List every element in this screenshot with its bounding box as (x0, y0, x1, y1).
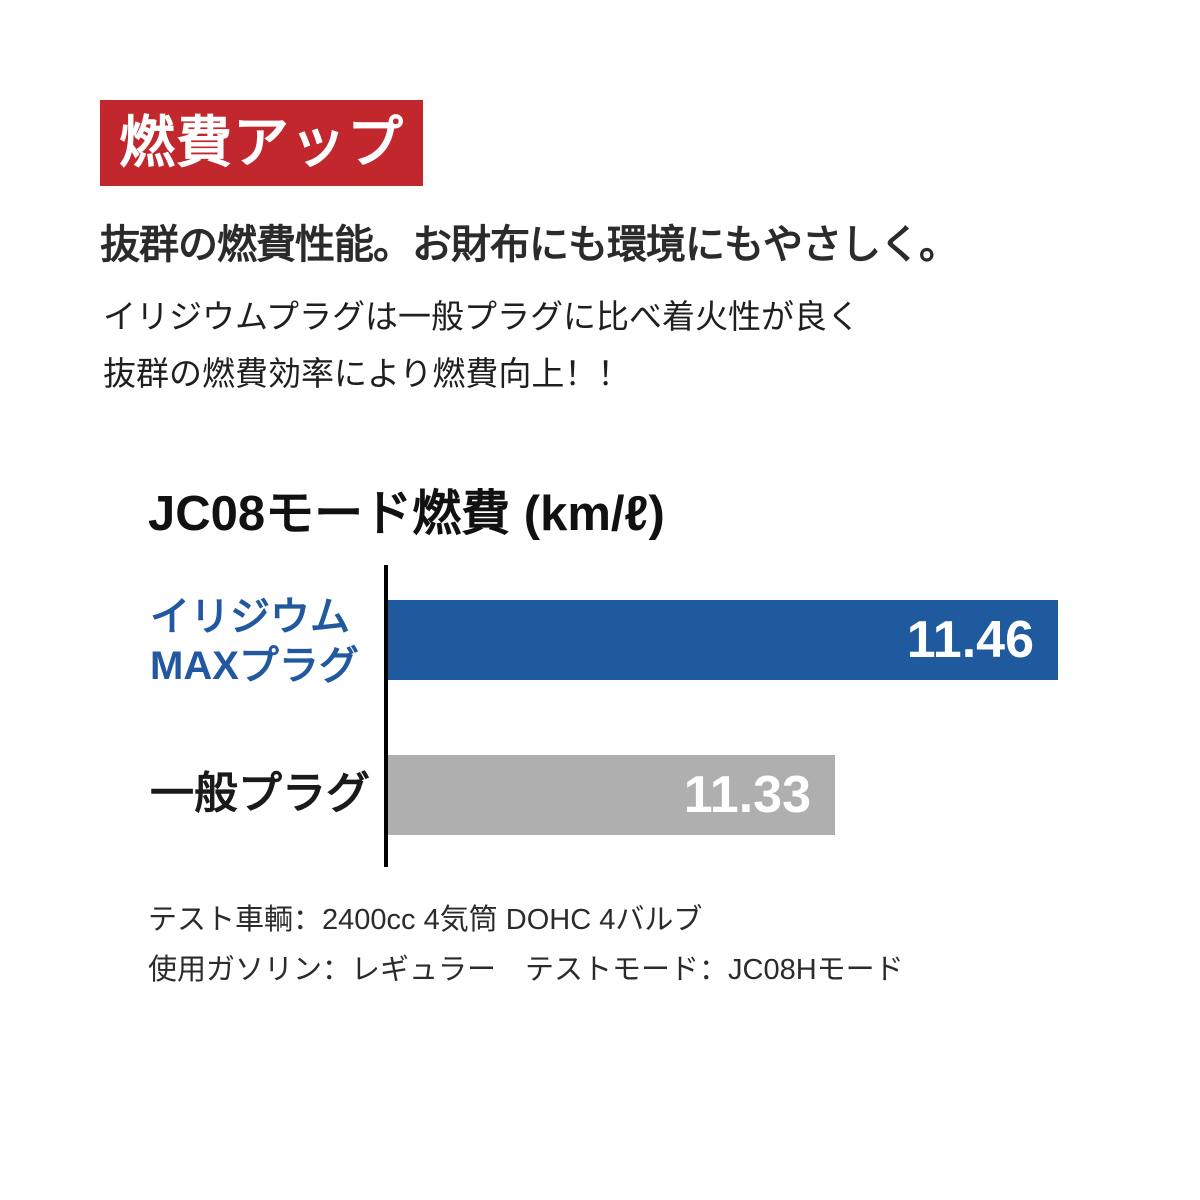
body-text-line-2: 抜群の燃費効率により燃費向上！！ (103, 355, 631, 392)
bar-label-iridium-max: イリジウム MAXプラグ (150, 593, 359, 691)
headline: 抜群の燃費性能。お財布にも環境にもやさしく。 (100, 223, 959, 267)
chart-title: JC08モード燃費 (km/ℓ) (148, 487, 665, 541)
bar-normal-plug: 11.33 (388, 755, 835, 835)
fuel-up-badge: 燃費アップ (100, 100, 423, 186)
badge-label: 燃費アップ (119, 111, 404, 174)
bar-label-normal-plug-line1: 一般プラグ (150, 769, 370, 818)
y-axis-line (384, 565, 388, 867)
bar-value-iridium-max: 11.46 (906, 611, 1034, 669)
footnote-test-vehicle: テスト車輌：2400cc 4気筒 DOHC 4バルブ (148, 904, 703, 936)
bar-label-iridium-max-line1: イリジウム (150, 595, 350, 639)
bar-label-normal-plug: 一般プラグ (150, 769, 370, 818)
bar-label-iridium-max-line2: MAXプラグ (150, 644, 359, 688)
bar-value-normal-plug: 11.33 (683, 766, 811, 824)
bar-iridium-max: 11.46 (388, 600, 1058, 680)
footnote-fuel-and-mode: 使用ガソリン：レギュラー テストモード：JC08Hモード (148, 954, 904, 986)
body-text-line-1: イリジウムプラグは一般プラグに比べ着火性が良く (103, 298, 861, 335)
